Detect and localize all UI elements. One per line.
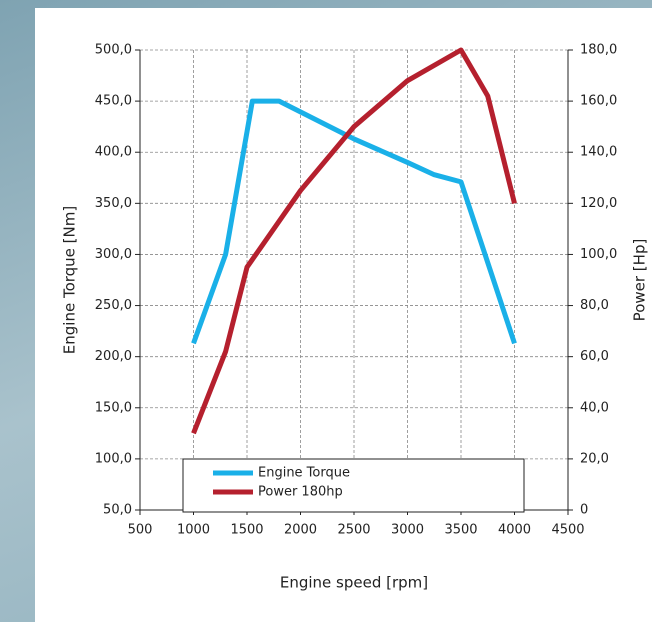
series-line <box>191 47 517 435</box>
y-tick-label: 250,0 <box>95 298 132 313</box>
y2-tick-label: 180,0 <box>580 43 617 58</box>
legend-label: Engine Torque <box>258 466 350 481</box>
legend-label: Power 180hp <box>258 485 343 500</box>
y2-tick-label: 100,0 <box>580 247 617 262</box>
y2-tick-label: 80,0 <box>580 298 609 313</box>
x-tick-label: 1500 <box>230 523 263 538</box>
y-tick-label: 300,0 <box>95 247 132 262</box>
legend-box <box>182 458 525 513</box>
panel <box>35 8 652 622</box>
y2-tick-label: 20,0 <box>580 451 609 466</box>
y2-tick-label: 160,0 <box>580 94 617 109</box>
y-tick-label: 200,0 <box>95 349 132 364</box>
y-tick-label: 50,0 <box>103 503 132 518</box>
x-tick-label: 3500 <box>444 523 477 538</box>
y-tick-label: 500,0 <box>95 43 132 58</box>
y2-tick-label: 140,0 <box>580 145 617 160</box>
y-axis-title: Engine Torque [Nm] <box>61 206 79 354</box>
y2-tick-label: 60,0 <box>580 349 609 364</box>
y2-tick-label: 0 <box>580 503 588 518</box>
x-tick-label: 2500 <box>337 523 370 538</box>
y-tick-label: 100,0 <box>95 451 132 466</box>
y2-axis-title: Power [Hp] <box>631 239 649 322</box>
x-tick-label: 4000 <box>498 523 531 538</box>
x-tick-label: 4500 <box>551 523 584 538</box>
x-axis-title: Engine speed [rpm] <box>280 574 428 592</box>
x-tick-label: 1000 <box>177 523 210 538</box>
y-tick-label: 150,0 <box>95 400 132 415</box>
x-tick-label: 3000 <box>391 523 424 538</box>
x-tick-label: 2000 <box>284 523 317 538</box>
y2-tick-label: 120,0 <box>580 196 617 211</box>
y2-tick-label: 40,0 <box>580 400 609 415</box>
y-tick-label: 450,0 <box>95 94 132 109</box>
series-line <box>191 98 517 345</box>
x-tick-label: 500 <box>128 523 153 538</box>
y-tick-label: 400,0 <box>95 145 132 160</box>
y-tick-label: 350,0 <box>95 196 132 211</box>
